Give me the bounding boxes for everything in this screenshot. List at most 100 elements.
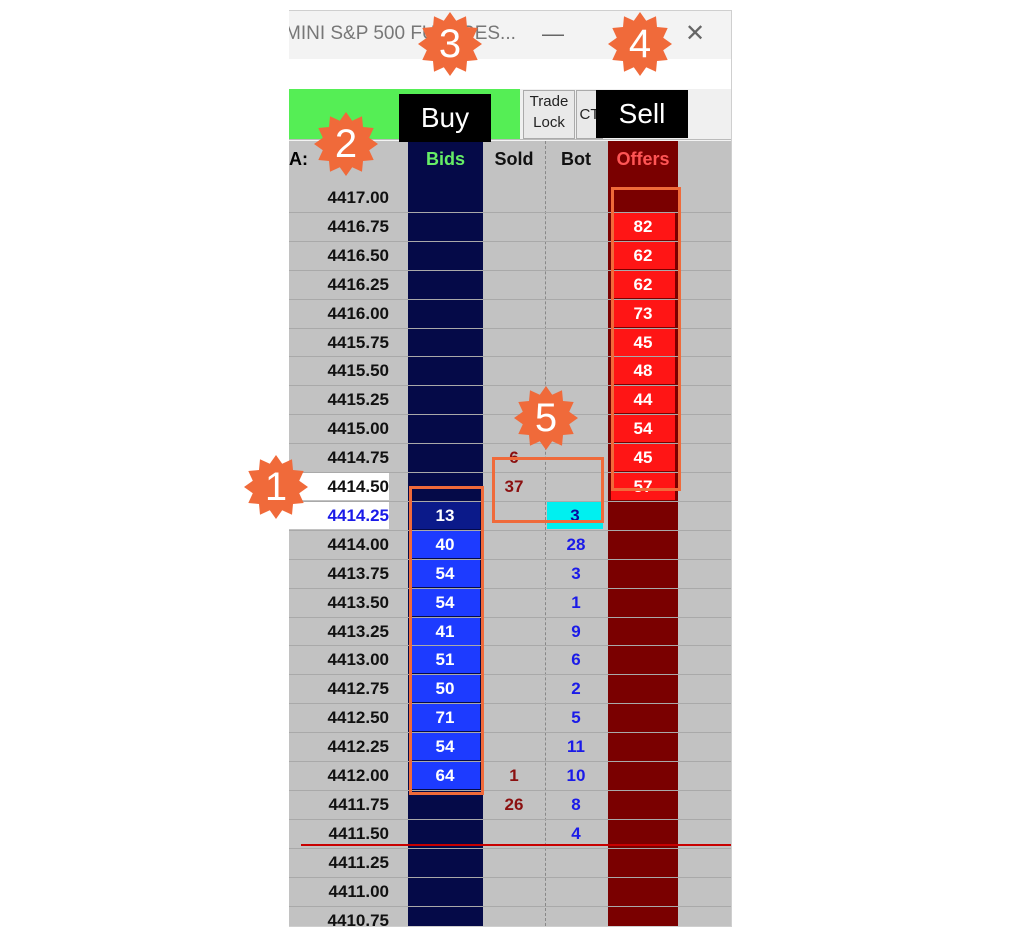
row-divider <box>289 414 731 416</box>
row-divider <box>289 761 731 762</box>
minimize-button[interactable]: — <box>542 21 564 46</box>
price-ladder: A: Bids Sold Bot Offers 4417.00 4416.75 82… <box>289 141 731 926</box>
row-divider <box>289 529 731 531</box>
bid-size-cell[interactable]: 51 <box>410 646 480 674</box>
price-cell[interactable]: 4415.50 <box>327 361 389 381</box>
price-cell[interactable]: 4417.00 <box>327 188 389 207</box>
offer-size-cell[interactable]: 82 <box>611 212 675 240</box>
bot-volume-cell: 28 <box>566 534 586 554</box>
bid-size-cell[interactable]: 54 <box>410 588 480 616</box>
bot-volume-cell: 9 <box>571 621 581 641</box>
sold-volume-cell: 26 <box>504 794 524 814</box>
price-cell[interactable]: 4416.50 <box>327 245 389 265</box>
row-divider <box>289 443 731 445</box>
price-cell[interactable]: 4414.00 <box>327 534 389 554</box>
bid-size-cell[interactable]: 41 <box>410 617 480 645</box>
bot-volume-cell: 3 <box>547 501 603 529</box>
badge-1: 1 <box>244 455 308 519</box>
last-trade-marker-line <box>301 844 731 846</box>
price-header: A: <box>289 149 308 169</box>
price-cell[interactable]: 4411.00 <box>328 881 389 901</box>
price-cell[interactable]: 4414.25 <box>289 501 389 529</box>
trades-highlight-box <box>492 457 604 523</box>
row-divider <box>289 876 731 878</box>
badge-2: 2 <box>314 112 378 176</box>
bid-size-cell[interactable]: 71 <box>410 704 480 732</box>
badge-4: 4 <box>608 12 672 76</box>
price-cell[interactable]: 4416.75 <box>327 216 389 236</box>
badge-3: 3 <box>418 12 482 76</box>
offer-size-cell[interactable]: 62 <box>611 270 675 298</box>
close-button[interactable]: ✕ <box>685 20 706 47</box>
price-cell[interactable]: 4413.00 <box>327 650 389 670</box>
price-cell[interactable]: 4411.75 <box>328 794 389 814</box>
price-cell[interactable]: 4413.25 <box>327 621 389 641</box>
bot-volume-cell: 4 <box>571 823 581 843</box>
row-divider <box>289 818 731 820</box>
offer-size-cell[interactable]: 54 <box>611 415 675 443</box>
bid-size-cell[interactable]: 54 <box>410 559 480 587</box>
row-divider <box>289 298 731 300</box>
offer-size-cell[interactable]: 44 <box>611 386 675 414</box>
row-divider <box>289 385 731 387</box>
bot-volume-cell: 11 <box>567 737 585 757</box>
price-cell[interactable]: 4415.00 <box>327 419 389 439</box>
bot-volume-cell: 10 <box>566 766 586 785</box>
price-cell[interactable]: 4410.75 <box>327 910 389 927</box>
sold-volume-cell: 37 <box>504 477 524 496</box>
price-cell[interactable]: 4416.25 <box>327 274 389 294</box>
buy-label: Buy <box>399 94 491 142</box>
starburst-icon <box>608 12 672 76</box>
price-cell[interactable]: 4412.50 <box>327 708 389 728</box>
row-divider <box>289 472 731 473</box>
bids-header: Bids <box>425 149 465 169</box>
offer-size-cell[interactable]: 45 <box>611 328 675 356</box>
price-cell[interactable]: 4412.25 <box>327 737 389 757</box>
bid-size-cell[interactable]: 54 <box>410 733 480 761</box>
price-cell[interactable]: 4415.25 <box>327 390 389 410</box>
price-cell[interactable]: 4414.75 <box>327 448 389 468</box>
offers-highlight-box <box>611 187 681 491</box>
starburst-icon <box>418 12 482 76</box>
price-cell[interactable]: 4412.75 <box>327 679 389 699</box>
bot-volume-cell: 5 <box>571 708 581 728</box>
trade-lock-button[interactable]: Trade Lock <box>523 90 575 139</box>
bot-volume-cell: 3 <box>571 563 581 583</box>
badge-5: 5 <box>514 386 578 450</box>
offer-size-cell[interactable]: 57 <box>611 473 675 500</box>
price-cell[interactable]: 4413.50 <box>327 592 389 612</box>
sell-label: Sell <box>596 90 688 138</box>
row-divider <box>289 211 731 213</box>
row-divider <box>289 240 731 242</box>
bid-size-cell[interactable]: 64 <box>410 762 480 789</box>
offers-header: Offers <box>616 149 670 169</box>
offer-size-cell[interactable]: 45 <box>611 444 675 472</box>
starburst-icon <box>314 112 378 176</box>
bid-size-cell[interactable]: 50 <box>410 675 480 703</box>
row-divider <box>289 587 731 589</box>
row-divider <box>289 703 731 705</box>
offer-size-cell[interactable]: 48 <box>611 357 675 385</box>
row-divider <box>289 616 731 618</box>
row-divider <box>289 847 731 849</box>
bot-header: Bot <box>561 149 591 169</box>
row-divider <box>289 327 731 329</box>
starburst-icon <box>514 386 578 450</box>
trade-lock-label-1: Trade <box>529 93 569 110</box>
offer-size-cell[interactable]: 62 <box>611 241 675 269</box>
price-cell[interactable]: 4416.00 <box>327 303 389 323</box>
bid-size-cell[interactable]: 40 <box>410 530 480 558</box>
offer-size-cell[interactable]: 73 <box>611 299 675 327</box>
price-cell[interactable]: 4411.25 <box>328 852 389 872</box>
price-cell[interactable]: 4412.00 <box>327 766 389 785</box>
row-divider <box>289 732 731 734</box>
bot-volume-cell: 8 <box>571 794 581 814</box>
bot-volume-cell: 1 <box>571 592 581 612</box>
price-cell[interactable]: 4411.50 <box>328 823 389 843</box>
row-divider <box>289 356 731 358</box>
price-cell[interactable]: 4415.75 <box>327 332 389 352</box>
row-divider <box>289 645 731 647</box>
bid-size-cell[interactable]: 13 <box>410 501 480 529</box>
trade-lock-label-2: Lock <box>533 114 565 131</box>
price-cell[interactable]: 4413.75 <box>327 563 389 583</box>
